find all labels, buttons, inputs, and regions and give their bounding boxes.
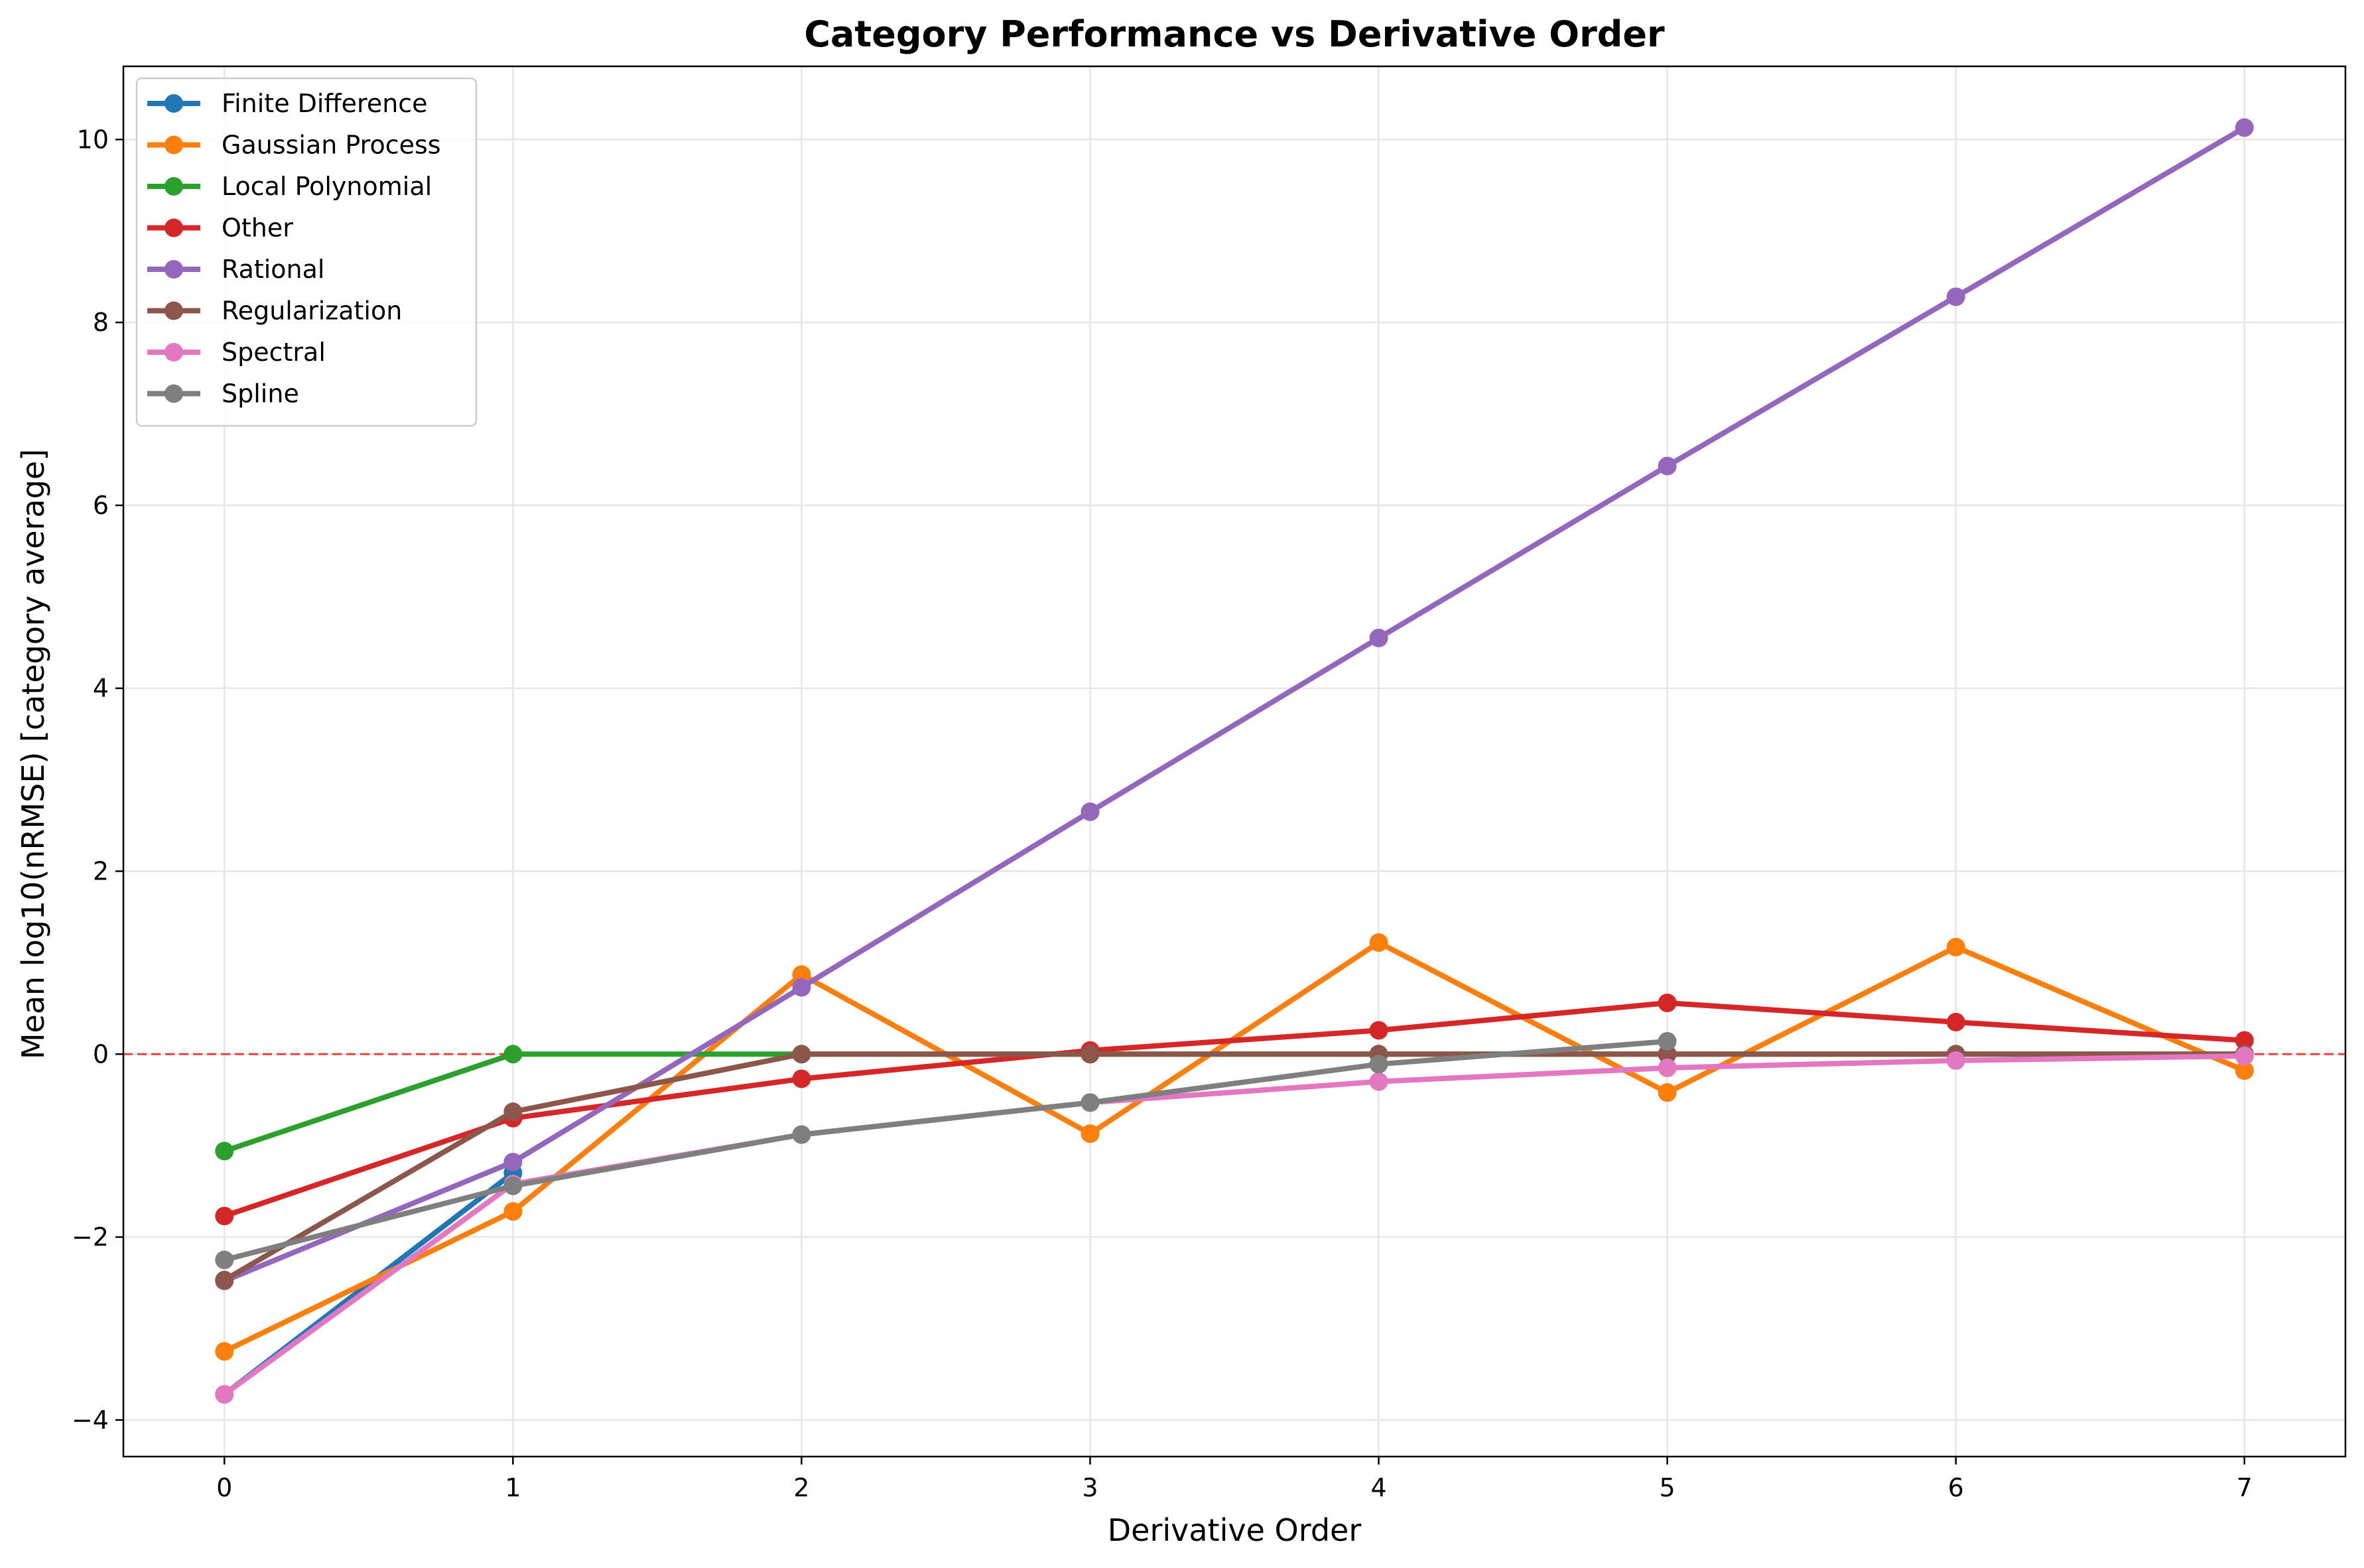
series-line-regularization	[222, 1051, 2247, 1283]
data-point-other	[792, 1069, 811, 1088]
y-axis-label: Mean log10(nRMSE) [category average]	[15, 449, 51, 1059]
legend-swatch-marker	[164, 384, 183, 403]
legend-item-spline: Spline	[147, 379, 299, 409]
legend-item-regularization: Regularization	[147, 296, 402, 326]
legend-item-finite-difference: Finite Difference	[147, 89, 428, 118]
data-point-rational	[503, 1152, 523, 1171]
series-line-rational	[222, 125, 2247, 1284]
data-point-gaussian-process	[1081, 1124, 1100, 1143]
data-point-regularization	[215, 1270, 234, 1289]
legend-swatch-marker	[164, 218, 183, 237]
x-axis-label: Derivative Order	[1108, 1512, 1362, 1548]
data-point-spline	[1658, 1031, 1677, 1051]
series-line-spline	[222, 1038, 1670, 1263]
chart-title: Category Performance vs Derivative Order	[804, 13, 1665, 55]
legend-swatch-marker	[164, 135, 183, 155]
legend-label: Rational	[222, 255, 325, 284]
y-tick-label: 4	[93, 674, 109, 703]
plot-frame	[122, 65, 2347, 1458]
series-other	[215, 994, 2254, 1226]
x-tick-label: 0	[216, 1473, 232, 1502]
data-point-gaussian-process	[792, 965, 811, 984]
legend-swatch-marker	[164, 260, 183, 279]
data-point-regularization	[1658, 1045, 1677, 1064]
y-tick-label: 8	[93, 308, 109, 337]
data-point-spline	[503, 1176, 523, 1195]
data-point-rational	[2235, 118, 2254, 137]
legend-label: Finite Difference	[222, 89, 428, 118]
legend-item-spectral: Spectral	[147, 338, 326, 367]
x-tick-label: 7	[2237, 1473, 2253, 1502]
data-point-gaussian-process	[2235, 1061, 2254, 1080]
legend-swatch-marker	[164, 177, 183, 196]
legend: Finite Difference Gaussian Process Local P…	[135, 77, 478, 427]
data-point-spline	[1081, 1093, 1100, 1112]
data-point-other	[215, 1207, 234, 1226]
data-point-rational	[1369, 628, 1388, 647]
data-point-regularization	[503, 1102, 523, 1122]
data-point-gaussian-process	[215, 1342, 234, 1361]
y-tick-label: 6	[93, 491, 109, 520]
data-point-rational	[1946, 287, 1965, 306]
data-point-rational	[1081, 802, 1100, 821]
legend-item-gaussian-process: Gaussian Process	[147, 131, 441, 160]
y-tick-label: 10	[77, 125, 109, 154]
data-point-local-polynomial	[503, 1045, 523, 1064]
series-line-other	[222, 1000, 2247, 1219]
legend-label: Other	[222, 214, 293, 243]
data-point-local-polynomial	[215, 1142, 234, 1161]
data-point-spline	[1369, 1055, 1388, 1074]
data-point-rational	[1658, 456, 1677, 476]
data-point-gaussian-process	[1369, 933, 1388, 952]
legend-item-other: Other	[147, 214, 293, 243]
data-point-spline	[792, 1125, 811, 1144]
y-tick-label: −2	[72, 1222, 109, 1252]
legend-box	[135, 77, 478, 427]
data-point-regularization	[792, 1045, 811, 1064]
legend-swatch-marker	[164, 343, 183, 361]
legend-swatch-marker	[164, 301, 183, 320]
legend-label: Spectral	[222, 338, 326, 367]
x-tick-label: 4	[1370, 1473, 1386, 1502]
data-point-spectral	[215, 1385, 234, 1404]
axis-ticks: 0 1 2 3 4 5 6 7 −4 −2 0 2 4 6 8 10	[72, 125, 2253, 1502]
data-point-spectral	[1946, 1051, 1965, 1070]
data-point-gaussian-process	[1658, 1083, 1677, 1102]
data-point-gaussian-process	[503, 1202, 523, 1221]
series-group	[215, 118, 2254, 1404]
data-point-regularization	[1081, 1045, 1100, 1064]
data-point-spectral	[2235, 1047, 2254, 1066]
legend-label: Local Polynomial	[222, 172, 432, 201]
x-tick-label: 6	[1948, 1473, 1964, 1502]
y-tick-label: 0	[93, 1039, 109, 1069]
legend-label: Gaussian Process	[222, 131, 441, 160]
y-tick-label: −4	[72, 1405, 109, 1435]
data-point-other	[1946, 1013, 1965, 1031]
data-point-rational	[792, 978, 811, 997]
x-tick-label: 3	[1082, 1473, 1098, 1502]
data-point-gaussian-process	[1946, 937, 1965, 956]
legend-item-rational: Rational	[147, 255, 325, 284]
x-tick-label: 1	[505, 1473, 521, 1502]
data-point-spectral	[1658, 1058, 1677, 1077]
data-point-spline	[215, 1250, 234, 1270]
data-point-other	[1369, 1021, 1388, 1040]
data-point-other	[1658, 994, 1677, 1013]
legend-label: Regularization	[222, 296, 402, 326]
data-point-spectral	[1369, 1072, 1388, 1091]
x-tick-label: 5	[1660, 1473, 1675, 1502]
legend-swatch-marker	[164, 94, 183, 113]
data-point-other	[2235, 1031, 2254, 1050]
legend-item-local-polynomial: Local Polynomial	[147, 172, 432, 201]
y-tick-label: 2	[93, 856, 109, 885]
series-spline	[215, 1031, 1677, 1270]
x-tick-label: 2	[793, 1473, 809, 1502]
legend-label: Spline	[222, 379, 299, 409]
